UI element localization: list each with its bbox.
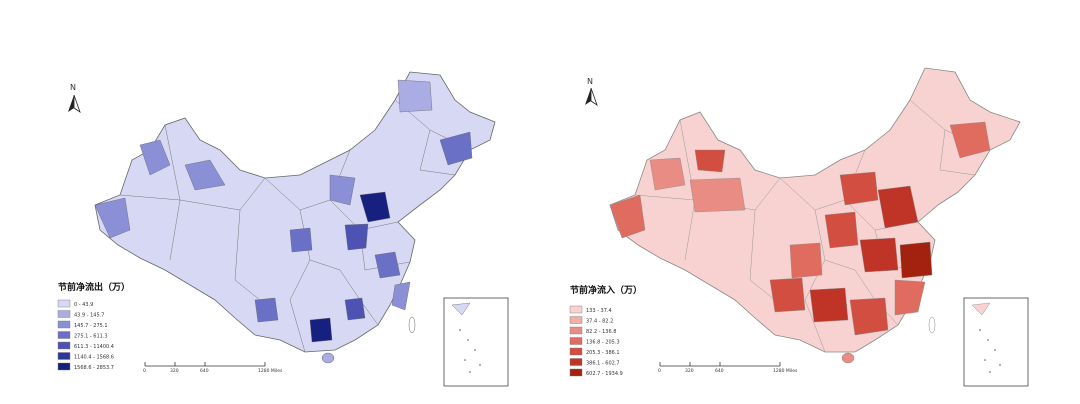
legend-swatch [57, 320, 71, 329]
legend-swatch [569, 337, 583, 345]
region-fill [391, 281, 411, 311]
region-fill [359, 191, 391, 223]
region-fill [899, 241, 933, 279]
legend-title: 节前净流出（万） [58, 281, 130, 293]
north-label: N [70, 83, 76, 92]
scale-tick: 640 [715, 368, 724, 374]
legend-label: 611.3 - 11400.4 [74, 344, 114, 350]
legend-label: 1140.4 - 1568.6 [74, 355, 114, 361]
scale-tick: 640 [200, 368, 209, 374]
outflow-map-panel: N [57, 71, 509, 387]
legend: 节前净流出（万） 0 - 43.9 43.9 - 145.7 145.7 - 275… [57, 281, 130, 371]
region-fill [329, 174, 356, 206]
legend-swatch [569, 358, 583, 366]
legend-swatch [57, 310, 71, 318]
legend-swatch [57, 352, 71, 360]
region-fill [849, 297, 889, 336]
legend-label: 205.3 - 386.1 [586, 350, 620, 356]
region-fill [184, 159, 226, 191]
region-fill [859, 237, 899, 273]
legend-swatch [569, 316, 583, 324]
scale-bar: 0 320 640 1280 Miles [143, 362, 283, 374]
region-fill [839, 171, 879, 206]
scale-tick: 320 [685, 368, 694, 374]
region-fill [649, 157, 686, 191]
scale-tick: 0 [658, 368, 661, 374]
south-china-sea-inset [963, 297, 1029, 387]
inflow-map-panel: N [540, 0, 1080, 404]
legend-swatch [569, 326, 583, 335]
north-label: N [587, 77, 593, 86]
china-map [609, 67, 1021, 364]
legend-label: 602.7 - 1934.9 [586, 371, 623, 377]
region-fill [439, 131, 473, 166]
region-fill [309, 317, 333, 343]
legend-label: 136.8 - 205.3 [586, 340, 620, 346]
region-fill [877, 185, 919, 229]
region-fill [609, 194, 646, 239]
scale-tick: 320 [170, 368, 179, 374]
south-china-sea-inset [443, 297, 509, 387]
legend-label: 1568.6 - 2853.7 [74, 365, 114, 371]
china-outline [94, 71, 496, 353]
north-arrow-icon: N [68, 83, 81, 113]
north-arrow-icon: N [585, 77, 598, 106]
hainan-island [841, 352, 855, 364]
scale-tick: 1280 Miles [258, 368, 283, 374]
inflow-map-svg: N [569, 67, 1029, 387]
china-map [94, 71, 496, 364]
taiwan-island [928, 316, 936, 334]
hainan-island [321, 352, 335, 364]
taiwan-island [408, 316, 416, 334]
region-fill [344, 297, 366, 321]
region-fill [289, 227, 313, 253]
outflow-map-svg: N [57, 71, 509, 387]
region-fill [824, 211, 859, 249]
region-fill [139, 139, 171, 176]
scale-bar: 0 320 640 1280 Miles [658, 362, 798, 374]
region-fill [694, 149, 726, 173]
region-fill [254, 297, 279, 323]
region-fill [344, 223, 369, 251]
region-fill [94, 197, 131, 239]
region-fill [789, 242, 823, 279]
region-fill [949, 121, 991, 159]
legend: 节前净流入（万） 133 - 37.4 37.4 - 82.2 82.2 - 136… [569, 284, 642, 377]
region-fill [894, 279, 926, 316]
legend-swatch [569, 368, 583, 377]
region-fill [769, 277, 806, 313]
legend-swatch [569, 347, 583, 356]
scale-tick: 0 [143, 368, 146, 374]
legend-label: 0 - 43.9 [74, 302, 93, 308]
legend-label: 145.7 - 275.1 [74, 323, 108, 329]
legend-swatch [57, 331, 71, 339]
legend-swatch [57, 299, 71, 308]
region-fill [374, 251, 401, 279]
scale-tick: 1280 Miles [773, 368, 798, 374]
legend-label: 43.9 - 145.7 [74, 313, 104, 319]
legend-swatch [569, 305, 583, 314]
legend-label: 37.4 - 82.2 [586, 319, 613, 325]
legend-label: 275.1 - 611.3 [74, 334, 108, 340]
legend-label: 133 - 37.4 [586, 308, 612, 314]
region-fill [689, 177, 746, 213]
legend-label: 386.1 - 602.7 [586, 361, 620, 367]
region-fill [397, 79, 433, 113]
legend-swatch [57, 341, 71, 350]
legend-swatch [57, 362, 71, 371]
region-fill [809, 287, 849, 323]
legend-title: 节前净流入（万） [570, 284, 642, 296]
legend-label: 82.2 - 136.8 [586, 329, 616, 335]
